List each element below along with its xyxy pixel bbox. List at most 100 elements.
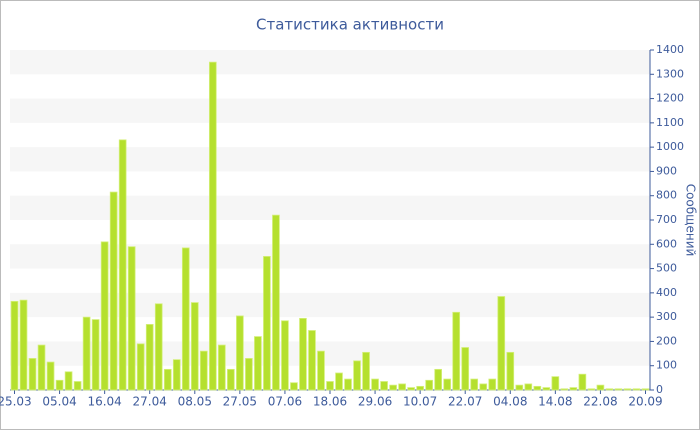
x-tick-label: 29.06 [358, 395, 392, 409]
bar [605, 388, 614, 391]
y-axis-label: Сообщений [684, 184, 698, 257]
y-tick-label: 1000 [656, 140, 684, 153]
x-tick-label: 22.08 [583, 395, 617, 409]
bar [407, 387, 415, 391]
x-tick-label: 16.04 [87, 395, 121, 409]
y-tick-label: 1200 [656, 92, 684, 105]
y-tick-label: 600 [656, 237, 677, 250]
bar [506, 351, 515, 391]
x-tick-label: 27.05 [223, 395, 257, 409]
bar [308, 330, 316, 391]
y-tick-label: 900 [656, 164, 677, 177]
bar [434, 368, 442, 391]
bar [245, 358, 253, 391]
bar [55, 379, 64, 391]
bar [299, 317, 307, 391]
bar [614, 388, 623, 391]
bar [208, 61, 217, 391]
bar [64, 371, 73, 391]
bar [569, 387, 578, 391]
bar [145, 324, 154, 391]
grid-band [10, 147, 650, 172]
bar [190, 302, 199, 391]
bar [587, 388, 596, 391]
y-tick-label: 1400 [656, 43, 684, 56]
bar [227, 368, 235, 391]
bar [425, 379, 433, 391]
chart-title: Статистика активности [256, 16, 444, 34]
bar [578, 373, 587, 391]
bar [118, 139, 127, 391]
bar [497, 296, 506, 391]
y-tick-label: 500 [656, 262, 677, 275]
bar [452, 311, 461, 391]
x-tick-label: 25.03 [0, 395, 32, 409]
x-tick-label: 08.05 [178, 395, 212, 409]
bar [479, 383, 488, 391]
bar [181, 247, 190, 391]
bar [28, 358, 37, 391]
bar [560, 388, 569, 391]
bar [335, 372, 343, 391]
bar [136, 343, 145, 391]
bar [443, 378, 452, 391]
bar [317, 350, 325, 391]
bar [344, 378, 352, 391]
bar [362, 351, 370, 391]
y-tick-label: 1300 [656, 67, 684, 80]
bar [254, 336, 262, 391]
bar [218, 344, 226, 391]
bar [281, 320, 289, 391]
x-tick-label: 07.06 [268, 395, 302, 409]
bar [19, 299, 28, 391]
bar [533, 385, 542, 391]
bar [542, 387, 551, 391]
bar [154, 303, 163, 391]
bar [461, 347, 470, 391]
x-tick-label: 18.06 [313, 395, 347, 409]
bar [263, 256, 271, 391]
bar [470, 378, 479, 391]
y-tick-label: 200 [656, 334, 677, 347]
bar [236, 315, 244, 391]
grid-band [10, 50, 650, 75]
y-tick-label: 700 [656, 213, 677, 226]
bar [199, 350, 208, 391]
bar [551, 376, 560, 391]
y-tick-label: 1100 [656, 116, 684, 129]
bar [353, 360, 361, 391]
grid-band [10, 98, 650, 123]
bar [416, 385, 424, 391]
bar [172, 359, 181, 391]
x-tick-label: 20.09 [628, 395, 662, 409]
bar [389, 384, 397, 391]
x-tick-label: 04.08 [493, 395, 527, 409]
y-tick-label: 400 [656, 286, 677, 299]
y-tick-label: 300 [656, 310, 677, 323]
bar [272, 214, 280, 391]
bar [82, 316, 91, 391]
bar [127, 246, 136, 391]
bar [290, 382, 298, 391]
bar [326, 381, 334, 391]
bar [398, 383, 406, 391]
y-tick-label: 100 [656, 359, 677, 372]
x-tick-label: 14.08 [538, 395, 572, 409]
bar [632, 388, 641, 391]
x-tick-label: 05.04 [42, 395, 76, 409]
bar [524, 383, 533, 391]
bar [380, 381, 388, 391]
x-tick-label: 10.07 [403, 395, 437, 409]
bar [515, 384, 524, 391]
bar [596, 384, 605, 391]
grid-band [10, 195, 650, 220]
y-tick-label: 0 [656, 383, 663, 396]
bar [10, 300, 19, 391]
x-tick-label: 22.07 [448, 395, 482, 409]
bar [37, 344, 46, 391]
y-tick-label: 800 [656, 189, 677, 202]
bar [488, 378, 497, 391]
bar [641, 388, 650, 391]
bar [623, 388, 632, 391]
